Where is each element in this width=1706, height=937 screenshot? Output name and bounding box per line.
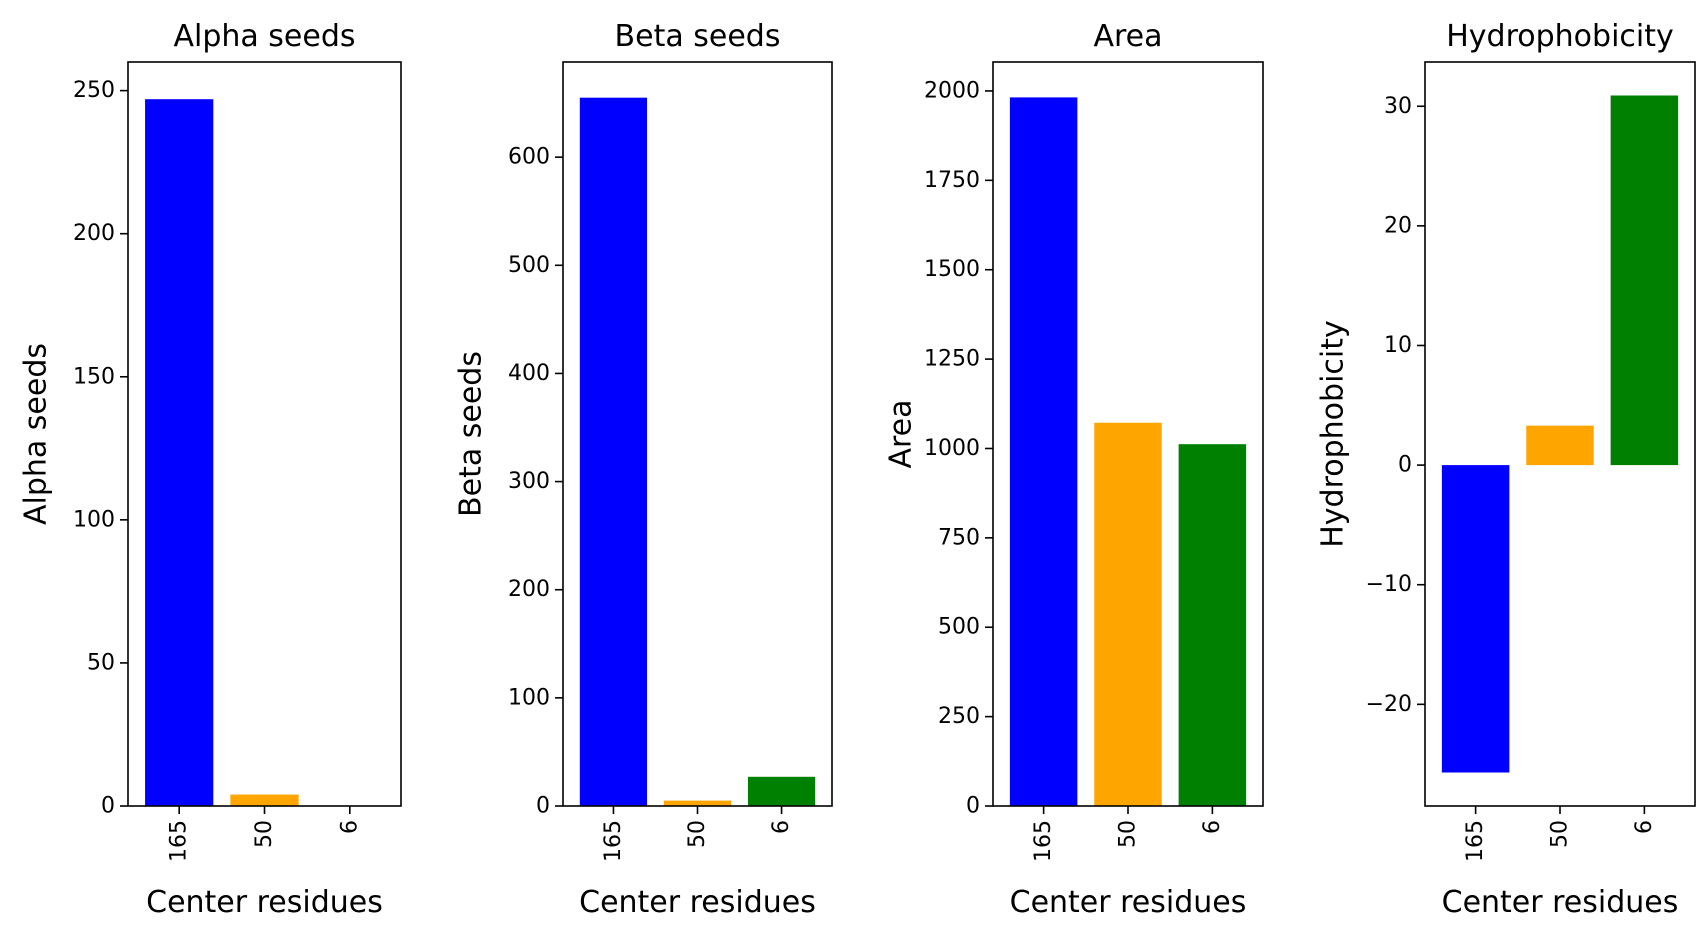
y-tick-label: 50 [87,650,115,675]
y-tick-label: 0 [101,794,115,819]
y-tick-label: 250 [73,78,115,103]
y-axis-label: Alpha seeds [19,343,54,525]
bar-165 [579,97,648,807]
subplot-3: 0 250 500 750 1000 1250 1500 1750 2000 165 50 6 Area… [884,19,1264,920]
x-axis-label: Center residues [1442,885,1679,920]
y-tick-label: −10 [1366,572,1412,597]
x-tick-label: 165 [601,820,626,862]
y-tick-label: 0 [536,794,550,819]
bar-165 [1009,97,1078,806]
x-tick-label: 50 [1548,820,1573,848]
y-tick-label: 100 [508,685,550,710]
bar-50 [663,800,732,806]
y-tick-label: 300 [508,469,550,494]
y-tick-label: 20 [1384,213,1412,238]
y-axis-label: Beta seeds [454,351,489,517]
y-tick-label: 500 [508,253,550,278]
bar-6 [1178,444,1247,806]
y-axis-label: Hydrophobicity [1316,320,1351,548]
x-axis-label: Center residues [579,885,816,920]
y-tick-label: 1250 [924,347,980,372]
bar-6 [747,776,816,806]
y-tick-label: −20 [1366,692,1412,717]
bar-165 [145,99,214,806]
subplot-1: 0 50 100 150 200 250 165 50 6 Alpha seeds Center r… [19,19,402,920]
x-tick-label: 165 [1463,820,1488,862]
y-tick-label: 100 [73,507,115,532]
y-tick-label: 0 [1398,453,1412,478]
x-tick-label: 50 [685,820,710,848]
chart-title: Alpha seeds [173,19,355,54]
y-tick-label: 400 [508,361,550,386]
chart-title: Hydrophobicity [1446,19,1674,54]
subplot-2: 0 100 200 300 400 500 600 165 50 6 Beta seeds Cente… [454,19,833,920]
bar-50 [1094,422,1162,806]
y-tick-label: 250 [938,704,980,729]
y-tick-label: 200 [508,577,550,602]
y-tick-label: 200 [73,221,115,246]
bar-50 [1526,425,1594,466]
y-tick-label: 1000 [924,436,980,461]
y-tick-label: 10 [1384,333,1412,358]
x-tick-label: 165 [167,820,192,862]
bar-165 [1441,465,1510,773]
x-tick-label: 165 [1031,820,1056,862]
y-tick-label: 30 [1384,94,1412,119]
x-tick-label: 6 [1200,820,1225,834]
x-tick-label: 6 [337,820,362,834]
x-tick-label: 6 [1632,820,1657,834]
y-tick-label: 1500 [924,257,980,282]
chart-title: Beta seeds [615,19,781,54]
x-axis-label: Center residues [146,885,383,920]
bar-6 [1610,95,1679,466]
x-tick-label: 50 [252,820,277,848]
y-tick-label: 150 [73,364,115,389]
y-tick-label: 750 [938,525,980,550]
y-tick-label: 1750 [924,168,980,193]
y-tick-label: 2000 [924,78,980,103]
subplot-4: −20 −10 0 10 20 30 165 50 6 Hydrophobicity Center … [1316,19,1696,920]
y-tick-label: 500 [938,615,980,640]
chart-title: Area [1093,19,1162,54]
x-axis-label: Center residues [1010,885,1247,920]
bar-50 [230,794,299,806]
x-tick-label: 6 [769,820,794,834]
y-tick-label: 0 [966,794,980,819]
y-tick-label: 600 [508,145,550,170]
x-tick-label: 50 [1116,820,1141,848]
y-axis-label: Area [884,399,919,468]
